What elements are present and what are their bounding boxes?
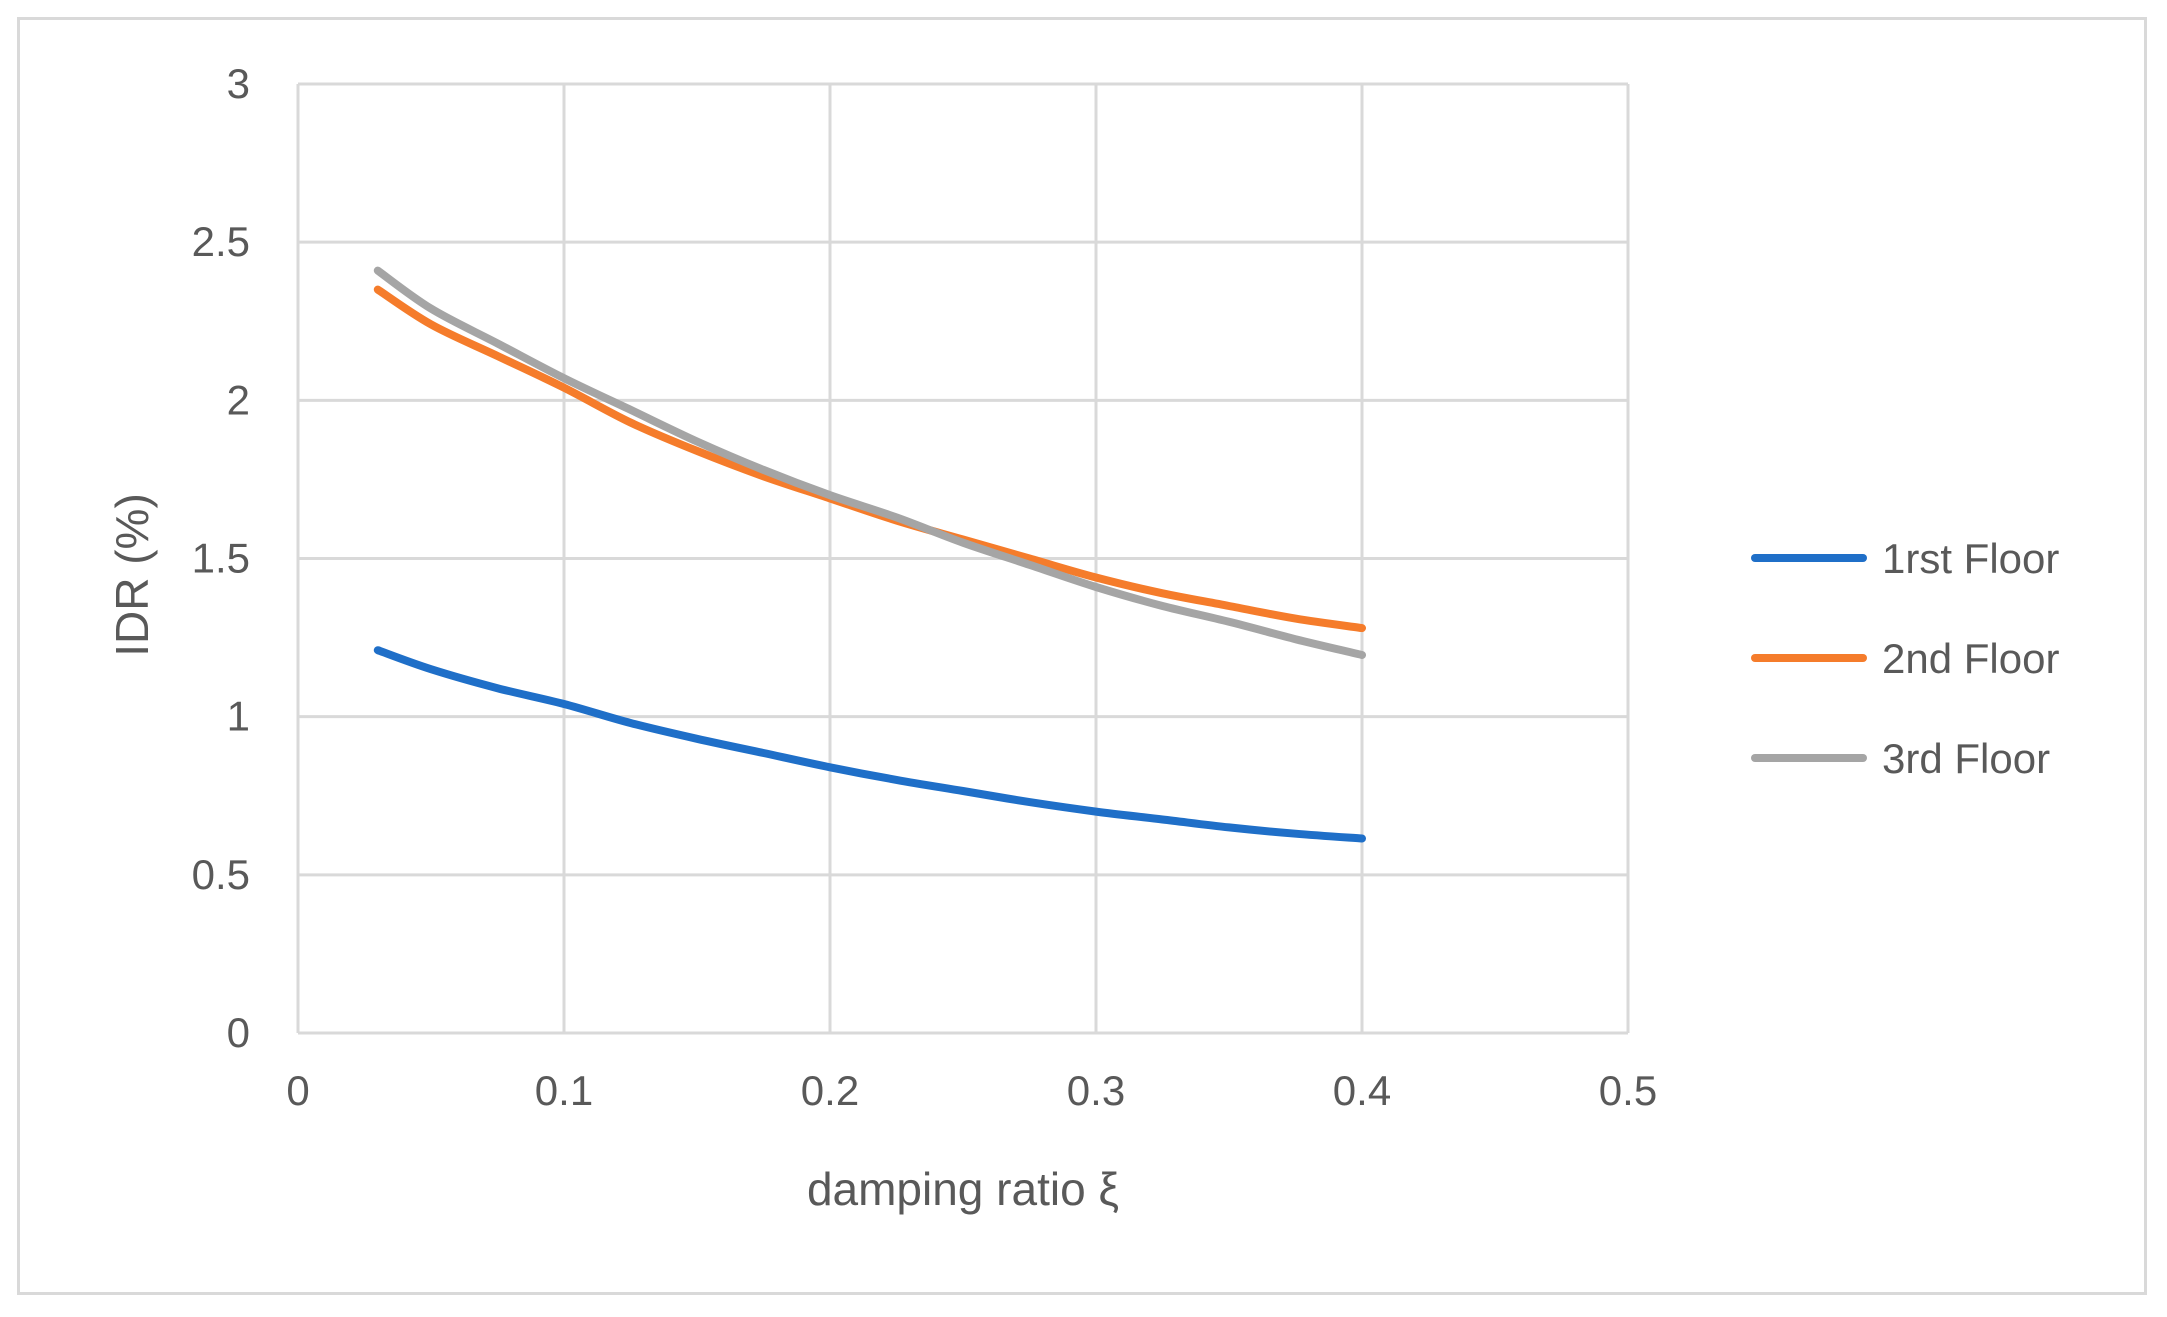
x-tick-label: 0.2	[801, 1067, 859, 1114]
x-tick-label: 0	[286, 1067, 309, 1114]
grid-layer	[296, 82, 1630, 1035]
legend: 1rst Floor 2nd Floor 3rd Floor	[1751, 535, 2059, 782]
x-tick-label: 0.3	[1067, 1067, 1125, 1114]
legend-label-1rst-floor: 1rst Floor	[1882, 535, 2059, 582]
y-tick-label: 2.5	[192, 218, 250, 265]
series-line-3rd-floor	[373, 266, 1366, 659]
y-tick-label: 2	[227, 376, 250, 423]
x-tick-label: 0.1	[535, 1067, 593, 1114]
x-tick-label: 0.4	[1333, 1067, 1391, 1114]
x-tick-label: 0.5	[1599, 1067, 1657, 1114]
series-layer	[373, 266, 1366, 843]
x-axis-title: damping ratio ξ	[807, 1163, 1119, 1215]
legend-label-2nd-floor: 2nd Floor	[1882, 635, 2059, 682]
y-tick-label: 0	[227, 1009, 250, 1056]
series-line-2nd-floor	[373, 285, 1366, 633]
legend-label-3rd-floor: 3rd Floor	[1882, 735, 2050, 782]
y-tick-label: 1.5	[192, 535, 250, 582]
y-axis-title: IDR (%)	[106, 493, 158, 657]
tick-labels: 0 0.5 1 1.5 2 2.5 3 0 0.1 0.2 0.3 0.4 0.5	[192, 60, 1658, 1114]
series-line-1rst-floor	[373, 646, 1366, 843]
y-tick-label: 1	[227, 693, 250, 740]
y-tick-label: 0.5	[192, 851, 250, 898]
y-tick-label: 3	[227, 60, 250, 107]
